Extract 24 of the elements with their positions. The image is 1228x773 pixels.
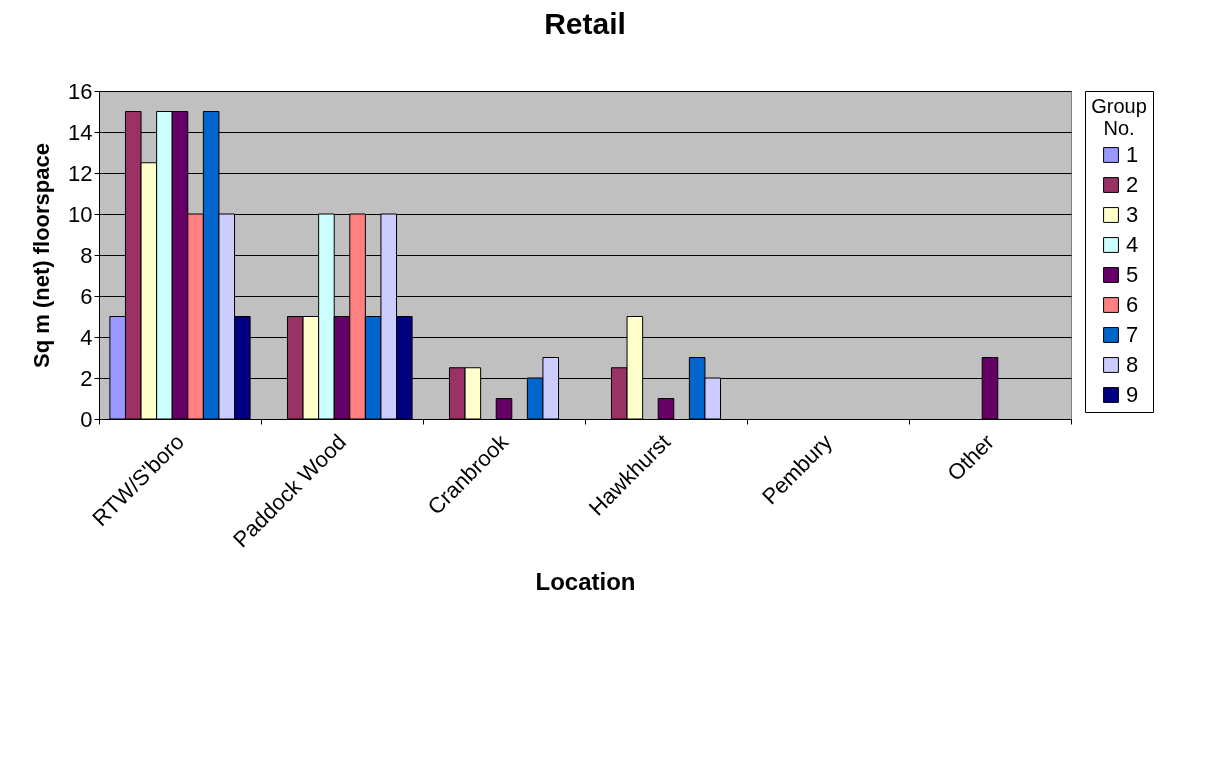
legend-label: 9: [1126, 382, 1139, 407]
legend-label: 1: [1126, 142, 1139, 167]
legend-label: 8: [1126, 352, 1139, 377]
y-axis-title: Sq m (net) floorspace: [29, 143, 55, 368]
legend-label: 2: [1126, 172, 1139, 197]
bar: [657, 398, 675, 420]
y-tick-label: 10: [68, 201, 93, 227]
x-axis-title: Location: [535, 568, 636, 596]
legend-label: 4: [1126, 232, 1139, 257]
legend-label: 5: [1126, 262, 1139, 287]
legend-label: 6: [1126, 292, 1139, 317]
bar: [495, 398, 513, 420]
y-tick-label: 14: [68, 119, 93, 145]
legend-title: Group No.: [1091, 95, 1147, 139]
y-tick-label: 4: [80, 324, 93, 350]
legend-label: 3: [1126, 202, 1139, 227]
y-tick-label: 16: [68, 78, 93, 104]
y-tick-label: 2: [80, 365, 93, 391]
chart-title: Retail: [544, 7, 626, 40]
y-tick-label: 0: [80, 406, 93, 432]
y-tick-label: 6: [80, 283, 93, 309]
y-tick-label: 8: [80, 242, 93, 268]
legend-label: 7: [1126, 322, 1139, 347]
y-tick-label: 12: [68, 160, 93, 186]
